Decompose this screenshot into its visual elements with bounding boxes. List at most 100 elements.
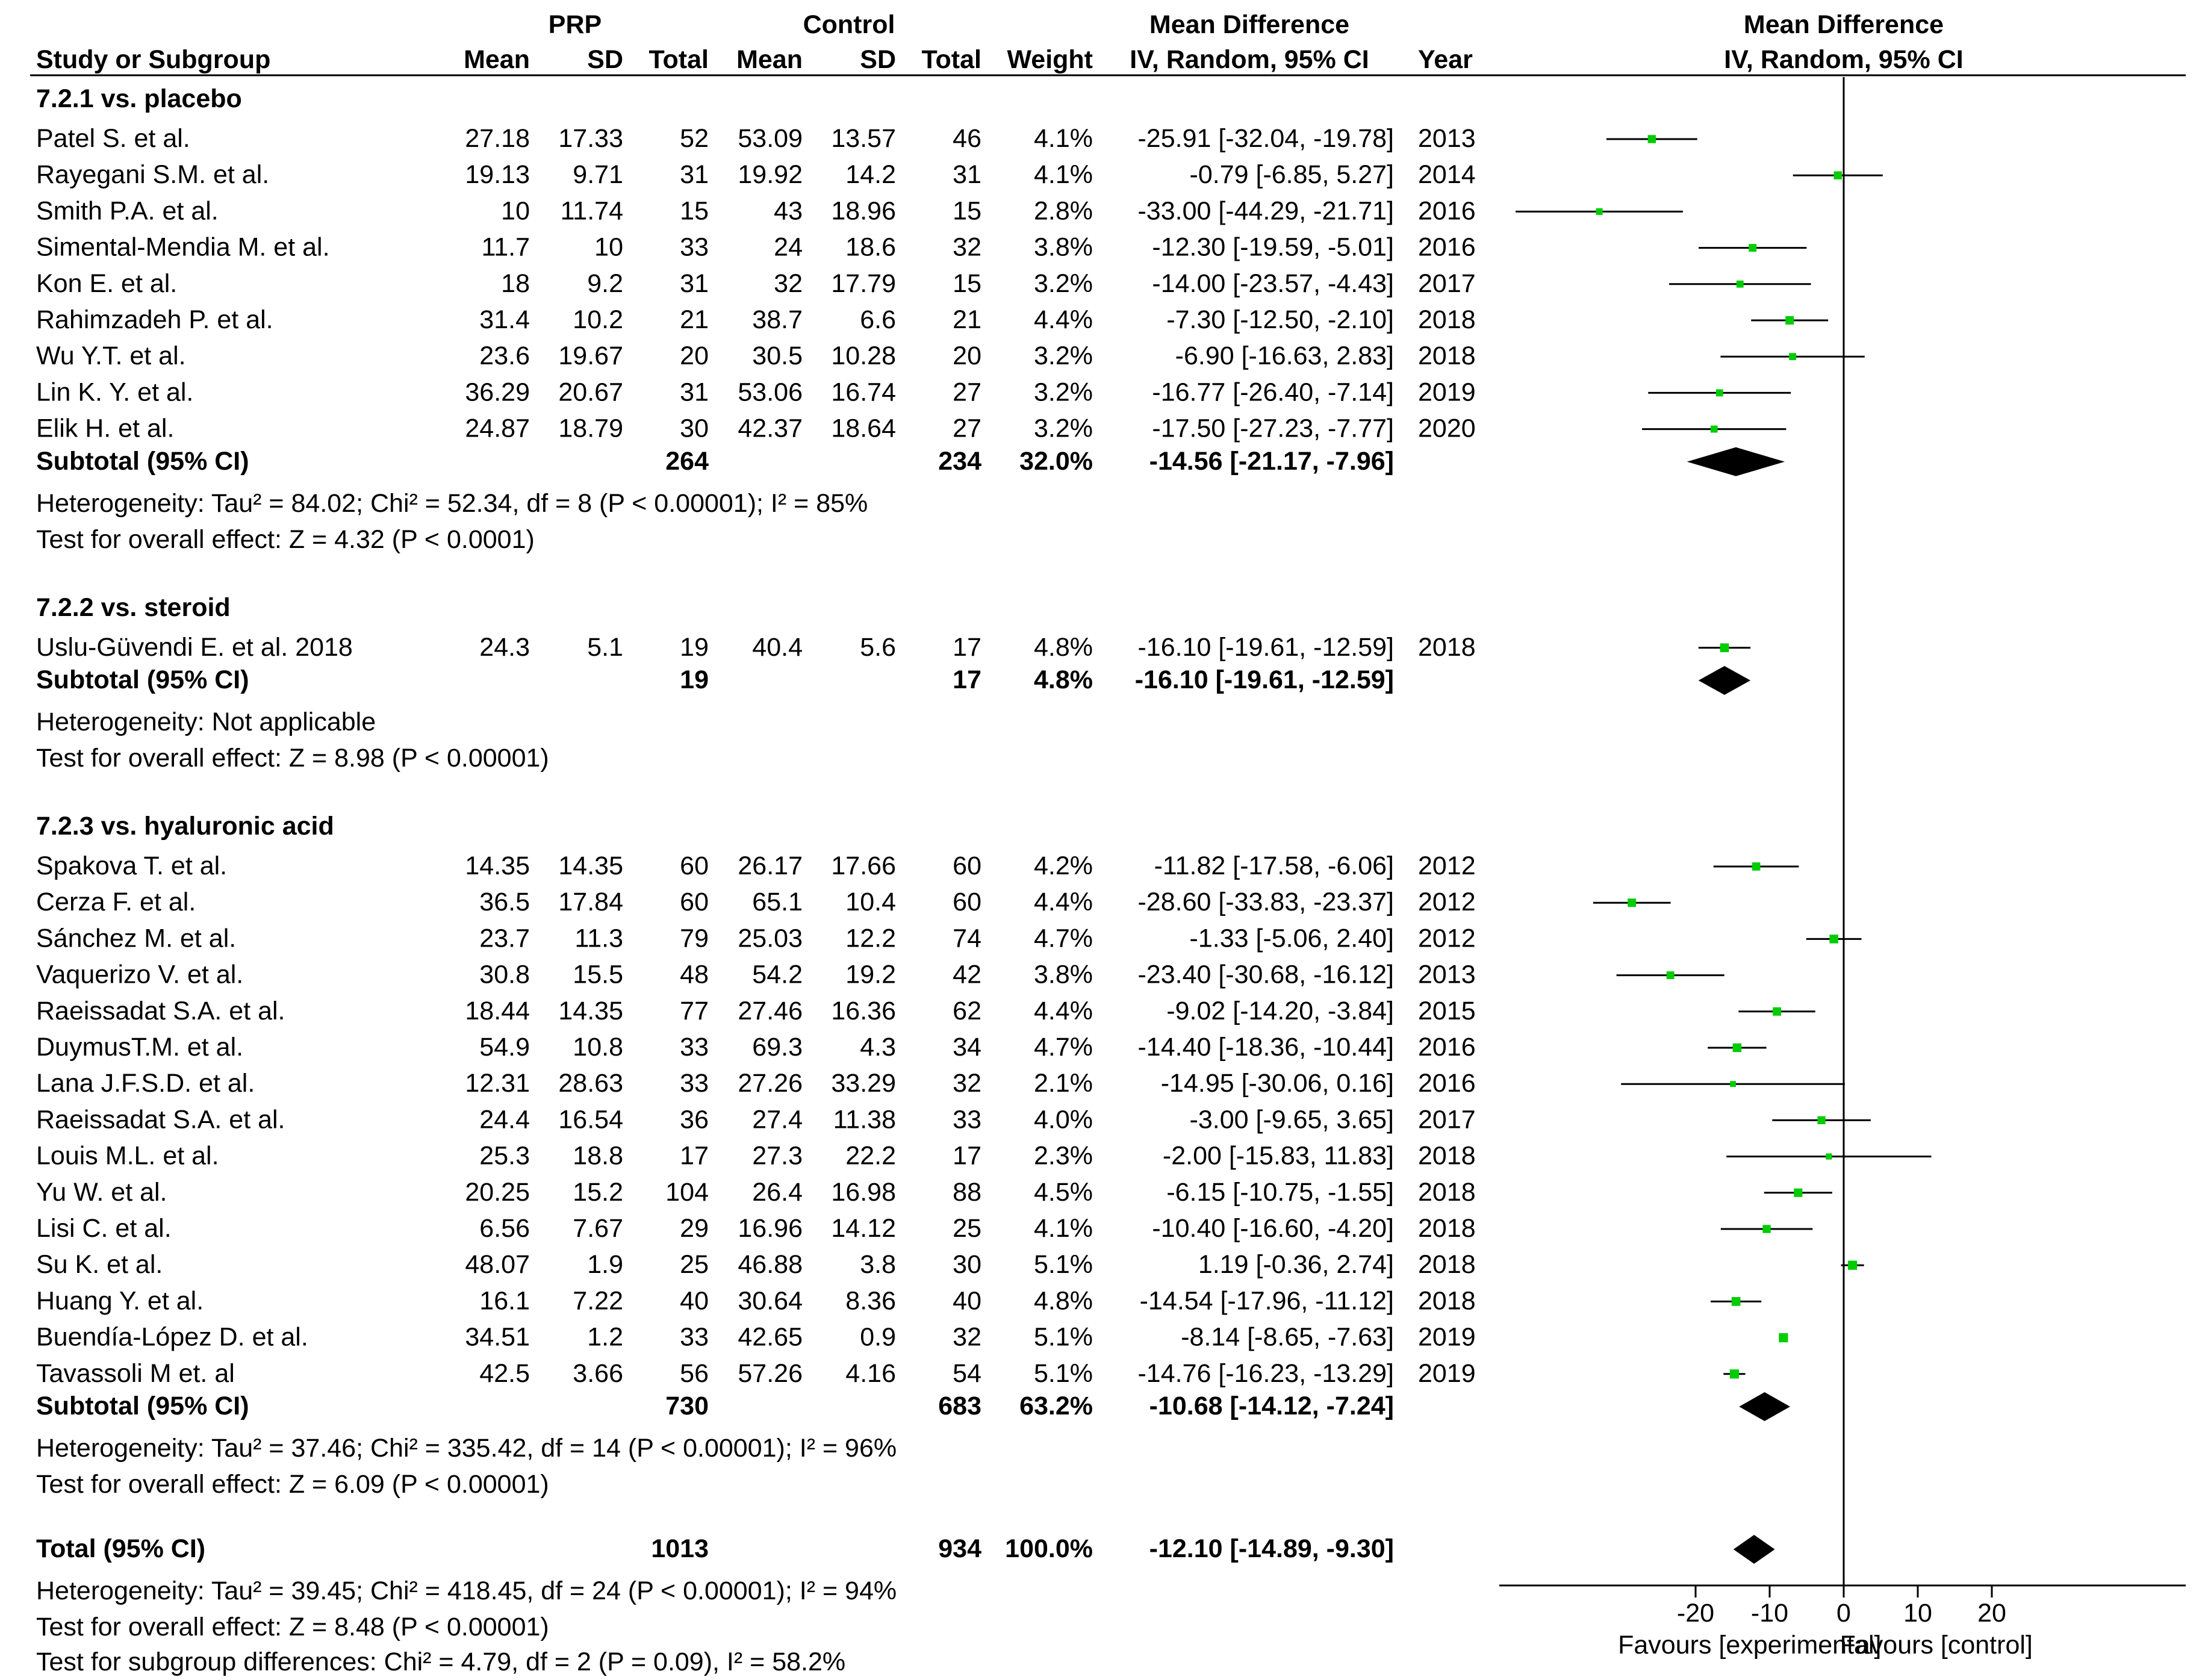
sd-ctl: 17.79 <box>831 269 896 298</box>
sd-ctl: 14.12 <box>831 1214 896 1243</box>
weight: 5.1% <box>1034 1250 1093 1279</box>
table-row: Huang Y. et al. 16.1 7.22 40 30.64 8.36 40 4.8%… <box>36 1286 1476 1315</box>
sd-exp: 10.2 <box>573 305 623 334</box>
total-heterogeneity-text: Heterogeneity: Tau² = 39.45; Chi² = 418.… <box>36 1576 897 1605</box>
total-ctl: 46 <box>953 124 981 153</box>
year: 2016 <box>1418 196 1476 225</box>
total-ctl: 21 <box>953 305 981 334</box>
sd-exp: 11.74 <box>561 196 623 225</box>
ci-text: -14.76 [-16.23, -13.29] <box>1137 1359 1394 1388</box>
overall-effect-text: Test for overall effect: Z = 4.32 (P < 0… <box>36 525 535 554</box>
table-row: Su K. et al. 48.07 1.9 25 46.88 3.8 30 5.1% 1.19… <box>36 1250 1476 1279</box>
year: 2019 <box>1418 1323 1476 1352</box>
subtotal-ci: -14.56 [-21.17, -7.96] <box>1149 447 1394 476</box>
mean-ctl: 26.4 <box>752 1178 803 1207</box>
point-estimate <box>1731 1297 1741 1306</box>
total-exp: 36 <box>680 1105 709 1134</box>
mean-exp: 48.07 <box>465 1250 530 1279</box>
study-name: DuymusT.M. et al. <box>36 1033 243 1062</box>
col-mean-exp: Mean <box>464 45 530 74</box>
ci-text: -16.10 [-19.61, -12.59] <box>1137 633 1394 662</box>
header-md-title: Mean Difference <box>1149 10 1349 39</box>
total-ctl: 40 <box>953 1286 981 1315</box>
table-row: Wu Y.T. et al. 23.6 19.67 20 30.5 10.28 20 3.2%… <box>36 341 1476 370</box>
mean-exp: 16.1 <box>479 1286 530 1315</box>
subtotal-weight: 63.2% <box>1019 1392 1093 1420</box>
mean-exp: 34.51 <box>465 1323 530 1352</box>
sd-ctl: 12.2 <box>845 924 896 953</box>
ci-text: -33.00 [-44.29, -21.71] <box>1137 196 1394 225</box>
sd-ctl: 18.96 <box>831 196 896 225</box>
overall-effect-text: Test for overall effect: Z = 6.09 (P < 0… <box>36 1470 549 1499</box>
mean-exp: 24.3 <box>479 633 530 662</box>
point-estimate <box>1829 935 1838 944</box>
point-estimate <box>1817 1116 1826 1124</box>
ci-text: -0.79 [-6.85, 5.27] <box>1190 160 1394 189</box>
table-rows: 7.2.1 vs. placebo Patel S. et al. 27.18 17.… <box>36 84 1476 1676</box>
sd-exp: 15.5 <box>573 960 623 989</box>
year: 2012 <box>1418 924 1476 953</box>
subtotal-label: Subtotal (95% CI) <box>36 1392 249 1420</box>
subtotal-total-ctl: 17 <box>953 665 981 694</box>
mean-ctl: 27.4 <box>752 1105 803 1134</box>
mean-exp: 24.4 <box>479 1105 530 1134</box>
x-tick-label: 0 <box>1836 1599 1851 1628</box>
ci-text: 1.19 [-0.36, 2.74] <box>1198 1250 1394 1279</box>
year: 2012 <box>1418 851 1476 880</box>
mean-ctl: 42.65 <box>738 1323 803 1352</box>
ci-text: -7.30 [-12.50, -2.10] <box>1166 305 1394 334</box>
weight: 4.4% <box>1034 305 1093 334</box>
study-name: Sánchez M. et al. <box>36 924 236 953</box>
table-row: Rayegani S.M. et al. 19.13 9.71 31 19.92 14.2… <box>36 160 1476 189</box>
total-ctl: 62 <box>953 997 981 1025</box>
table-row: Buendía-López D. et al. 34.51 1.2 33 42.65 0.… <box>36 1323 1476 1352</box>
total-exp: 31 <box>680 378 709 406</box>
table-row: Simental-Mendia M. et al. 11.7 10 33 24 18.6 3… <box>36 233 1476 262</box>
subtotal-total-ctl: 683 <box>938 1392 981 1420</box>
total-exp: 29 <box>680 1214 709 1243</box>
total-exp: 33 <box>680 233 709 262</box>
total-ctl: 33 <box>953 1105 981 1134</box>
weight: 3.2% <box>1034 378 1093 406</box>
total-exp: 30 <box>680 414 709 443</box>
ci-text: -10.40 [-16.60, -4.20] <box>1152 1214 1394 1243</box>
weight: 4.7% <box>1034 1033 1093 1062</box>
x-tick-label: 10 <box>1903 1599 1932 1628</box>
mean-ctl: 53.09 <box>738 124 803 153</box>
mean-exp: 23.7 <box>479 924 530 953</box>
weight: 4.7% <box>1034 924 1093 953</box>
study-name: Wu Y.T. et al. <box>36 341 186 370</box>
sd-ctl: 18.64 <box>831 414 896 443</box>
favours-right: Favours [control] <box>1840 1631 2033 1660</box>
weight: 4.5% <box>1034 1178 1093 1207</box>
point-estimate <box>1720 643 1729 653</box>
total-ctl: 32 <box>953 1069 981 1098</box>
study-name: Simental-Mendia M. et al. <box>36 233 330 262</box>
ci-text: -23.40 [-30.68, -16.12] <box>1137 960 1394 989</box>
total-total-exp: 1013 <box>651 1534 709 1563</box>
year: 2018 <box>1418 1286 1476 1315</box>
col-total-ctl: Total <box>921 45 981 74</box>
total-ctl: 15 <box>953 196 981 225</box>
point-estimate <box>1647 135 1656 143</box>
table-row: Smith P.A. et al. 10 11.74 15 43 18.96 15 2.8% -… <box>36 196 1476 225</box>
weight: 4.8% <box>1034 633 1093 662</box>
total-exp: 25 <box>680 1250 709 1279</box>
mean-exp: 19.13 <box>465 160 530 189</box>
total-row: Total (95% CI) 1013 934 100.0% -12.10 [-14.8… <box>36 1534 1394 1563</box>
point-estimate <box>1789 353 1797 361</box>
sd-exp: 19.67 <box>558 341 623 370</box>
sd-ctl: 5.6 <box>860 633 896 662</box>
sd-ctl: 6.6 <box>860 305 896 334</box>
table-row: Lisi C. et al. 6.56 7.67 29 16.96 14.12 25 4.1%… <box>36 1214 1476 1243</box>
sd-ctl: 4.16 <box>845 1359 896 1388</box>
sd-exp: 9.2 <box>587 269 623 298</box>
sd-exp: 10.8 <box>573 1033 623 1062</box>
ci-text: -16.77 [-26.40, -7.14] <box>1152 378 1394 406</box>
study-name: Vaquerizo V. et al. <box>36 960 243 989</box>
table-row: Elik H. et al. 24.87 18.79 30 42.37 18.64 27 3.… <box>36 414 1476 443</box>
study-name: Elik H. et al. <box>36 414 174 443</box>
mean-ctl: 16.96 <box>738 1214 803 1243</box>
sd-ctl: 10.28 <box>831 341 896 370</box>
